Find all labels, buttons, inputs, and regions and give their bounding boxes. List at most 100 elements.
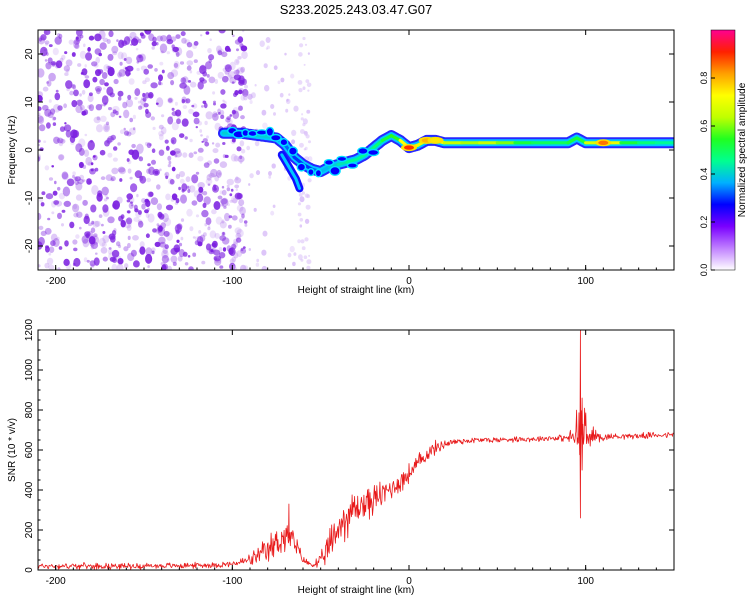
noise-speckle — [99, 149, 106, 156]
noise-speckle — [45, 193, 54, 200]
noise-speckle — [85, 52, 93, 61]
noise-speckle — [244, 223, 248, 227]
noise-speckle — [126, 199, 131, 203]
noise-speckle — [86, 259, 90, 263]
noise-speckle — [103, 64, 110, 72]
noise-speckle — [135, 48, 139, 51]
noise-speckle — [226, 178, 234, 186]
noise-speckle — [90, 246, 95, 250]
noise-speckle — [89, 239, 96, 247]
noise-speckle — [197, 182, 205, 189]
noise-speckle — [142, 80, 147, 85]
noise-speckle — [168, 98, 173, 103]
noise-speckle — [238, 105, 243, 111]
noise-speckle — [159, 241, 166, 248]
noise-speckle — [78, 161, 84, 169]
noise-speckle — [111, 167, 119, 175]
noise-speckle — [202, 138, 208, 143]
noise-speckle — [156, 224, 163, 233]
noise-speckle — [222, 237, 230, 245]
noise-speckle — [48, 246, 55, 253]
noise-speckle — [158, 124, 164, 130]
noise-speckle — [127, 210, 131, 214]
noise-speckle — [125, 56, 133, 65]
noise-speckle — [171, 193, 178, 201]
noise-speckle — [196, 193, 204, 203]
noise-speckle — [73, 212, 79, 218]
noise-speckle — [205, 217, 212, 226]
noise-speckle — [237, 36, 244, 43]
noise-speckle — [111, 45, 119, 54]
noise-speckle — [118, 244, 122, 249]
noise-speckle — [52, 238, 60, 247]
noise-speckle — [118, 215, 124, 222]
x-tick-label: -100 — [222, 576, 242, 587]
noise-speckle — [214, 174, 220, 182]
noise-speckle — [231, 138, 236, 143]
noise-speckle — [207, 226, 211, 231]
noise-speckle — [52, 47, 59, 56]
sparse-speckle — [270, 104, 275, 109]
sparse-speckle — [300, 258, 304, 262]
noise-speckle — [91, 185, 99, 195]
noise-speckle — [120, 220, 126, 228]
ridge-core-segment — [319, 165, 332, 174]
noise-speckle — [236, 204, 244, 212]
noise-speckle — [136, 54, 144, 63]
sparse-speckle — [297, 212, 302, 217]
noise-speckle — [206, 135, 209, 139]
noise-speckle — [75, 181, 83, 191]
sparse-speckle — [247, 93, 253, 100]
noise-speckle — [212, 111, 218, 118]
noise-speckle — [179, 171, 185, 178]
noise-speckle — [75, 35, 82, 42]
noise-speckle — [176, 239, 180, 243]
noise-speckle — [84, 64, 87, 68]
noise-speckle — [132, 235, 139, 241]
noise-speckle — [188, 152, 194, 158]
sparse-speckle — [304, 237, 309, 242]
noise-speckle — [210, 168, 218, 178]
noise-speckle — [150, 197, 159, 206]
noise-speckle — [40, 202, 45, 207]
noise-speckle — [84, 213, 89, 220]
noise-speckle — [119, 178, 123, 182]
noise-speckle — [119, 129, 125, 134]
noise-speckle — [206, 174, 212, 181]
noise-speckle — [147, 213, 155, 223]
noise-speckle — [66, 86, 70, 92]
sparse-speckle — [262, 122, 268, 129]
noise-speckle — [121, 52, 128, 61]
noise-speckle — [182, 251, 188, 257]
noise-speckle — [40, 230, 47, 236]
noise-speckle — [235, 237, 242, 243]
noise-speckle — [90, 227, 96, 233]
noise-speckle — [65, 80, 73, 89]
noise-speckle — [81, 89, 86, 95]
noise-speckle — [69, 221, 75, 229]
noise-speckle — [240, 45, 248, 52]
noise-speckle — [231, 109, 236, 115]
sparse-speckle — [299, 224, 303, 228]
noise-speckle — [92, 235, 100, 245]
ridge-blob — [346, 162, 359, 169]
ridge-core-segment — [354, 153, 367, 162]
noise-speckle — [39, 197, 44, 203]
noise-speckle — [222, 247, 227, 252]
noise-speckle — [158, 213, 165, 220]
noise-speckle — [99, 78, 105, 86]
noise-speckle — [76, 99, 83, 106]
noise-speckle — [175, 34, 181, 39]
noise-speckle — [72, 203, 80, 213]
noise-speckle — [147, 163, 151, 167]
noise-speckle — [145, 253, 153, 264]
noise-speckle — [169, 179, 175, 185]
noise-speckle — [118, 39, 125, 48]
noise-speckle — [48, 177, 54, 181]
noise-speckle — [87, 47, 91, 52]
noise-speckle — [54, 36, 62, 45]
noise-speckle — [110, 134, 116, 141]
noise-speckle — [170, 255, 178, 263]
